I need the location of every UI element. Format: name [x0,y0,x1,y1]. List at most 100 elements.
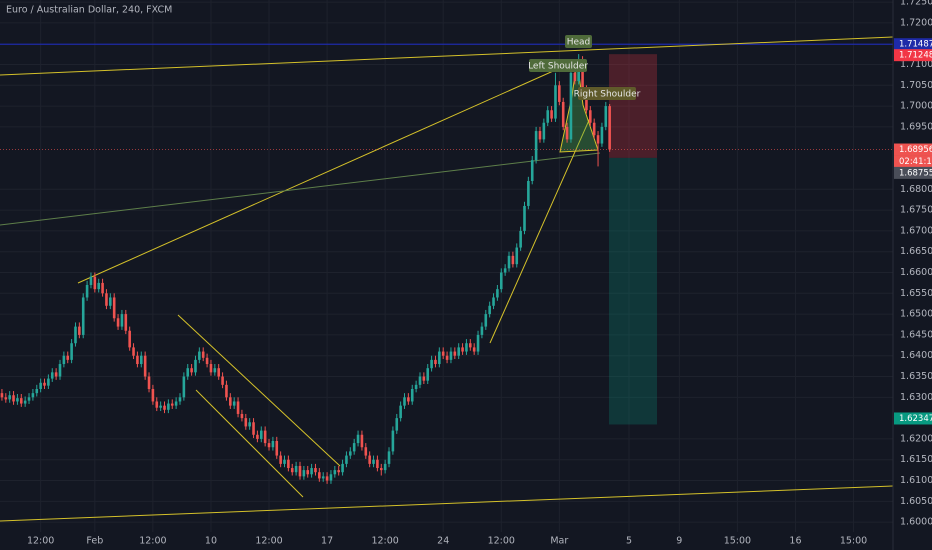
candle-body [93,276,97,290]
candle-body [143,355,147,377]
x-tick-label: 9 [676,536,682,547]
line-price-label-bg [894,38,932,51]
candle-body [4,397,8,400]
target-price-label: 1.62347 [899,414,932,424]
candle-body [469,343,472,348]
last-price-label-bg [894,143,932,156]
y-tick-label: 1.65500 [900,288,932,299]
candle-body [573,72,577,82]
y-tick-label: 1.70500 [900,80,932,91]
candle-body [461,347,464,352]
candle-body [287,459,290,469]
candle-body [267,443,271,448]
candle-body [608,106,611,150]
y-tick-label: 1.70000 [900,101,932,112]
y-tick-label: 1.71000 [900,59,932,70]
candle-body [538,131,542,140]
candle-body [546,110,550,123]
channel-line [177,314,341,467]
y-tick-label: 1.60000 [900,517,932,528]
y-tick-label: 1.60500 [900,496,932,507]
trend-line [77,67,561,284]
candle-body [232,401,236,406]
y-tick-label: 1.61000 [900,475,932,486]
candle-body [16,398,19,402]
candle-body [403,397,406,406]
x-tick-label: 12:00 [139,536,166,547]
candle-body [256,434,259,439]
candle-body [457,347,460,356]
candle-body [426,368,430,381]
candle-body [298,465,302,477]
candle-body [116,318,120,327]
x-tick-label: 16 [789,536,801,547]
x-tick-label: 15:00 [724,536,751,547]
stop-zone [609,54,657,158]
candle-body [155,401,159,408]
candle-body [430,359,433,369]
y-tick-label: 1.64500 [900,329,932,340]
candle-body [441,351,445,356]
stop-price-label: 1.71248 [899,51,932,61]
candle-body [550,110,553,119]
countdown-bg [894,155,932,168]
y-tick-label: 1.63000 [900,392,932,403]
candle-body [496,289,499,298]
candle-body [349,451,352,456]
y-tick-label: 1.66000 [900,267,932,278]
target-zone [609,157,657,425]
y-tick-label: 1.62000 [900,433,932,444]
candle-body [201,351,205,358]
candle-body [54,372,58,377]
candle-body [530,160,534,181]
trend-line [489,117,591,344]
candle-body [515,247,519,265]
candle-body [89,276,93,285]
candle-body [50,372,54,379]
candle-body [198,351,201,360]
candle-body [310,468,313,475]
annotation: Right Shoulder [574,90,641,100]
candle-body [503,268,507,273]
candle-body [399,405,402,419]
candle-body [507,255,511,269]
candle-body [252,422,255,435]
candle-body [151,388,155,402]
candle-body [294,465,298,473]
candle-body [434,359,437,365]
x-tick-label: 15:00 [840,536,867,547]
candle-body [379,468,383,471]
candle-body [271,440,275,448]
candle-body [209,364,213,373]
annotation-box [578,87,636,100]
target-price-label-bg [894,412,932,425]
x-tick-label: 10 [205,536,217,547]
candle-body [318,472,321,479]
candle-body [263,430,267,444]
candle-body [438,351,441,365]
candle-body [78,326,81,335]
entry-price-label-bg [894,166,932,179]
candle-body [12,395,15,402]
candle-body [472,347,476,352]
candle-body [356,434,360,444]
candle-body [410,388,414,402]
y-tick-label: 1.69500 [900,121,932,132]
candle-body [314,468,317,473]
candle-body [534,131,538,161]
annotation-box [565,35,592,48]
candle-body [523,205,526,231]
stop-price-label-bg [894,49,932,62]
annotation: Left Shoulder [528,62,588,72]
candle-body [81,297,85,335]
candle-body [480,326,484,335]
candle-body [604,106,608,127]
candle-body [589,110,592,123]
candle-body [352,443,356,452]
candle-body [418,376,422,385]
candle-body [492,297,495,306]
candle-body [190,368,193,373]
candle-body [178,397,182,402]
candle-body [174,401,178,406]
